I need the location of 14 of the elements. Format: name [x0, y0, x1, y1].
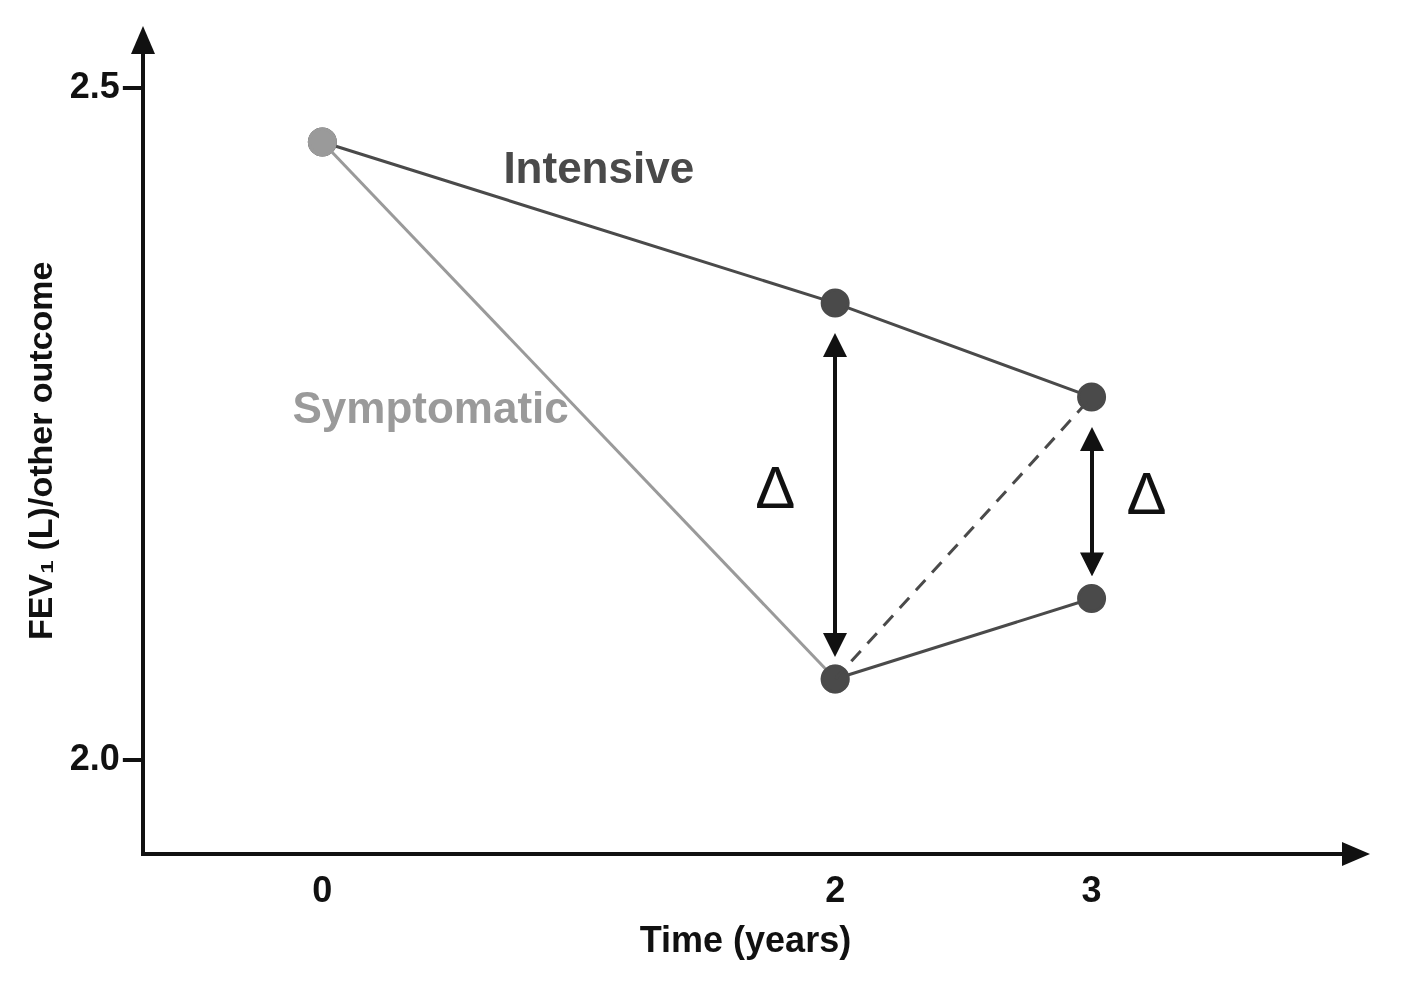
x-axis-title: Time (years): [639, 919, 852, 961]
series-label: Intensive: [503, 142, 695, 192]
y-tick-label: 2.5: [69, 65, 120, 107]
y-tick-label: 2.0: [69, 736, 120, 778]
point: [820, 288, 850, 318]
annotation: Δ: [755, 453, 796, 521]
y-axis-title: FEV₁ (L)/other outcome: [20, 261, 59, 641]
x-tick-label: 3: [1081, 869, 1102, 911]
point: [1077, 583, 1107, 613]
point: [1077, 382, 1107, 412]
annotation: Δ: [1126, 460, 1167, 528]
series-label: Symptomatic: [292, 382, 569, 432]
x-tick-label: 0: [312, 869, 333, 911]
x-tick-label: 2: [825, 869, 846, 911]
